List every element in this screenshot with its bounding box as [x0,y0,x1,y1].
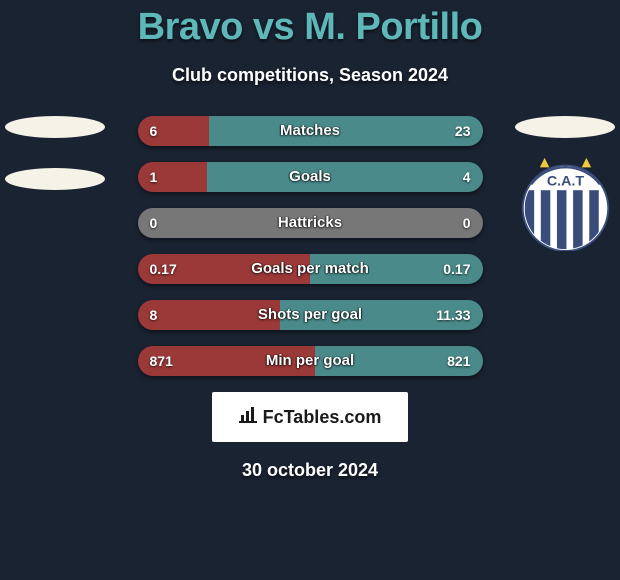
club-shield-icon: C.A.T [518,156,613,251]
svg-text:C.A.T: C.A.T [546,173,584,189]
comparison-chart: C.A.T 623Matches 14Goals 00Hattricks 0.170.… [0,116,620,376]
stat-row: 0.170.17Goals per match [138,254,483,284]
fctables-logo-text: FcTables.com [263,407,382,428]
page-title: Bravo vs M. Portillo [0,6,620,49]
stat-label: Min per goal [138,346,483,376]
stat-label: Hattricks [138,208,483,238]
stat-row: 871821Min per goal [138,346,483,376]
stat-label: Goals [138,162,483,192]
placeholder-ellipse [515,116,615,138]
player-right-badge: C.A.T [510,116,620,251]
stat-label: Matches [138,116,483,146]
subtitle: Club competitions, Season 2024 [0,65,620,86]
fctables-logo: FcTables.com [212,392,408,442]
stat-bars: 623Matches 14Goals 00Hattricks 0.170.17Goal… [138,116,483,376]
footer-date: 30 october 2024 [0,460,620,481]
stat-label: Shots per goal [138,300,483,330]
stat-row: 14Goals [138,162,483,192]
stat-row: 623Matches [138,116,483,146]
placeholder-ellipse [5,116,105,138]
placeholder-ellipse [5,168,105,190]
player-left-badge [0,116,110,190]
stat-row: 811.33Shots per goal [138,300,483,330]
stat-row: 00Hattricks [138,208,483,238]
chart-icon [239,407,257,427]
stat-label: Goals per match [138,254,483,284]
